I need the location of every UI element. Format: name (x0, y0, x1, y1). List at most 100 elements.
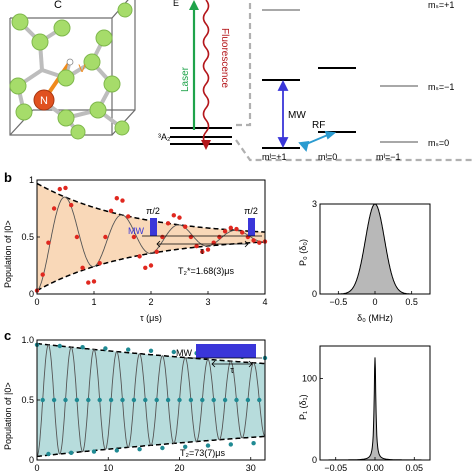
laser-arrow (189, 0, 199, 130)
b-data-point (194, 243, 199, 249)
b-data-point (114, 196, 120, 201)
ground-state-label: ³A₂ (158, 132, 171, 142)
chart-b-right: P₀ (δ₀) δ₀ (MHz) −0.5 0 0.5 0 3 (298, 199, 431, 323)
cr-ytick-label: 0 (312, 455, 317, 465)
chart-c-left: MW τ T₂=73(7)μs Population of |0> 0 10 20 3… (3, 335, 268, 473)
b-xtick-label: 3 (205, 297, 210, 307)
c-pulse-block (196, 344, 256, 358)
ms-minus-one-label: mₛ=−1 (428, 82, 454, 92)
b-data-point (40, 272, 45, 277)
c-data-point (200, 397, 205, 403)
b-xtick-label: 0 (34, 297, 39, 307)
c-data-point (160, 445, 165, 451)
panel-b-label: b (4, 170, 12, 185)
b-data-point (120, 198, 125, 203)
b-data-point (126, 214, 131, 219)
c-fit-curve (36, 344, 266, 457)
b-data-point (160, 234, 165, 240)
c-data-point (205, 443, 211, 448)
b-right-ylabel: P₀ (δ₀) (298, 239, 308, 266)
c-data-point (183, 444, 188, 449)
c-data-point (86, 397, 91, 403)
laser-label: Laser (180, 66, 191, 92)
b-data-point (86, 280, 91, 285)
c-ytick-label: 0.5 (21, 395, 34, 405)
b-pulse-1 (150, 218, 157, 236)
c-data-point (143, 397, 148, 403)
br-xtick-label: 0 (372, 297, 377, 307)
c-data-point (165, 397, 171, 403)
b-right-axis-ticks: −0.5 0 0.5 0 3 (312, 199, 418, 307)
b-data-point (80, 265, 85, 270)
b-data-point (74, 234, 80, 240)
b-data-point (46, 240, 51, 245)
b-data-point (108, 208, 114, 213)
c-data-point (103, 346, 108, 351)
c-data-point (245, 397, 251, 403)
c-data-point (80, 345, 85, 350)
c-data-point (234, 397, 239, 403)
mw-arrow (277, 79, 289, 149)
c-right-axis-ticks: −0.05 0.00 0.05 0 100 (302, 374, 423, 473)
cr-xtick-label: 0.00 (366, 463, 384, 473)
c-data-point (148, 348, 154, 353)
cr-xtick-label: 0.05 (406, 463, 424, 473)
b-data-point (200, 249, 205, 255)
b-right-xlabel: δ₀ (MHz) (357, 313, 393, 323)
mi-plus-one-label: mᴵ=+1 (262, 152, 287, 162)
atom-label-c: C (54, 0, 62, 11)
b-data-point (165, 221, 171, 226)
c-pulse-sequence: MW τ (176, 344, 262, 375)
c-data-point (251, 441, 256, 446)
b-data-point (143, 265, 148, 270)
b-data-point (217, 234, 222, 240)
ms-zero-label: mₛ=0 (428, 138, 449, 148)
b-data-point (183, 224, 188, 229)
c-data-point (177, 397, 182, 403)
b-t2star-annotation: T₂*=1.68(3)μs (178, 266, 234, 276)
c-data-point (97, 397, 102, 403)
c-data-point (63, 397, 68, 403)
b-data-point (205, 247, 211, 252)
b-tau-label: τ (200, 246, 204, 256)
ms-plus-one-label: mₛ=+1 (428, 0, 454, 10)
b-ylabel: Population of |0> (3, 220, 13, 288)
c-xtick-label: 30 (246, 463, 256, 473)
c-data-point (228, 442, 233, 447)
c-xtick-label: 0 (34, 463, 39, 473)
c-data-point (69, 450, 74, 455)
b-data-point (171, 213, 176, 218)
b-data-point (131, 234, 137, 240)
c-data-point (120, 397, 125, 403)
b-fit-curve (36, 196, 265, 291)
energy-axis-label: E (173, 0, 179, 8)
b-data-points (34, 185, 268, 293)
c-right-distribution (320, 357, 430, 461)
c-xtick-label: 20 (174, 463, 184, 473)
carbon-atoms (9, 2, 133, 140)
c-data-point (137, 447, 142, 452)
b-data-point (69, 202, 74, 208)
c-data-point (40, 397, 45, 403)
b-ytick-label: 1 (29, 175, 34, 185)
c-data-point (222, 397, 228, 403)
b-data-point (228, 225, 233, 231)
b-ytick-label: 0 (29, 289, 34, 299)
c-ytick-label: 1.0 (21, 335, 34, 345)
chart-b-left: MW π/2 π/2 τ T₂*=1.68(3)μs Population of… (3, 175, 268, 323)
b-xtick-label: 4 (262, 297, 267, 307)
c-right-ylabel: P₁ (δ₁) (298, 394, 308, 420)
b-pi-half-2: π/2 (244, 206, 258, 216)
b-data-point (137, 254, 142, 259)
b-data-point (222, 229, 228, 234)
b-xlabel: τ (μs) (140, 313, 162, 323)
atom-label-n: N (40, 95, 48, 107)
c-data-point (257, 397, 262, 403)
b-ytick-label: 0.5 (21, 232, 34, 242)
c-data-point (114, 448, 120, 453)
c-data-point (57, 343, 62, 349)
mi-minus-one-label: mᴵ=−1 (376, 152, 401, 162)
b-data-point (234, 226, 239, 232)
br-xtick-label: 0.5 (405, 297, 418, 307)
c-data-point (46, 451, 51, 457)
